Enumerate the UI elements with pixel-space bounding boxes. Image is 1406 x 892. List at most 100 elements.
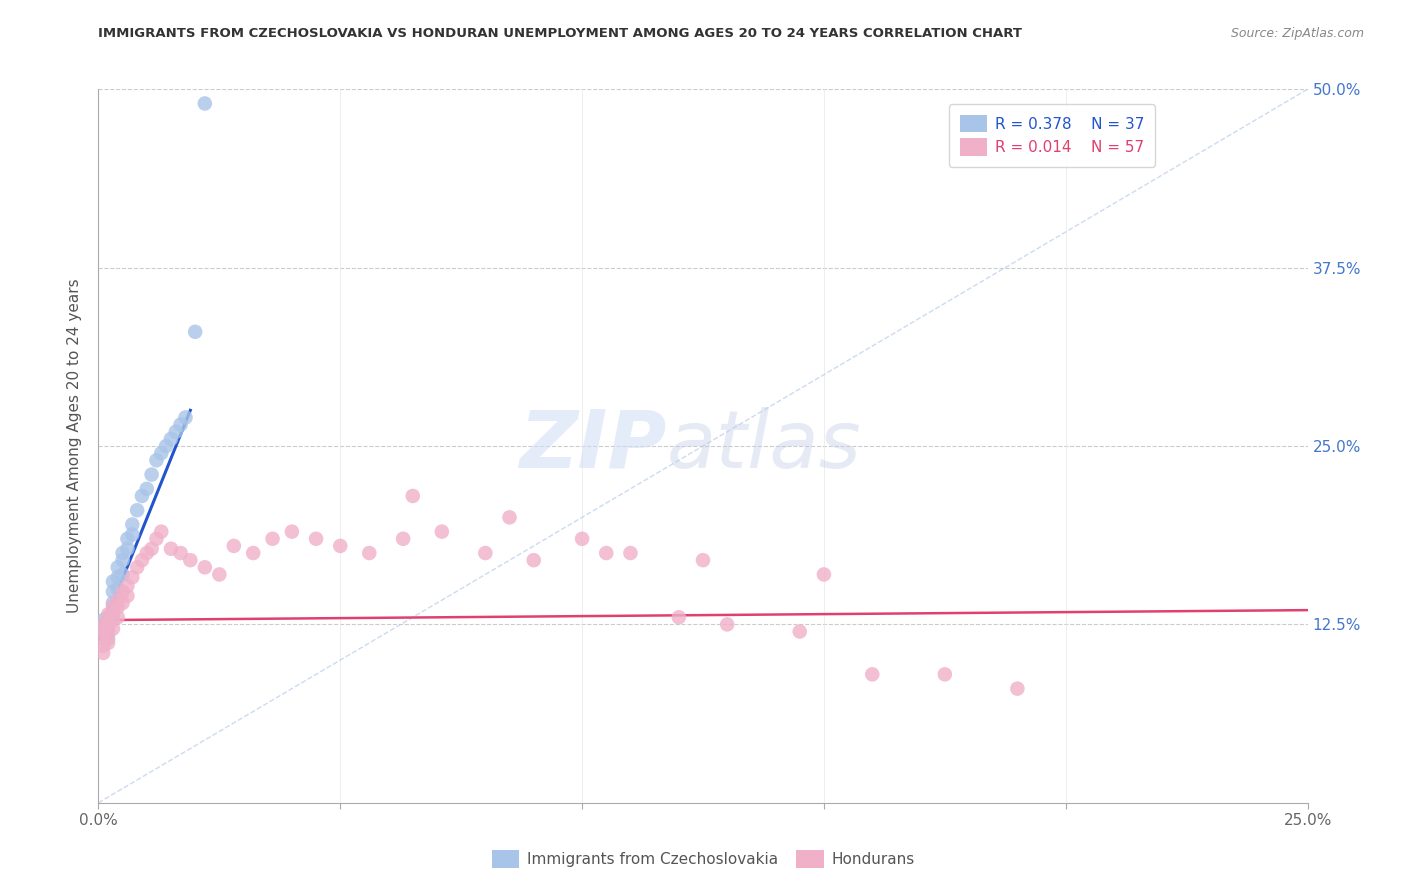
Point (101, 599, 124, 613)
Point (97, 636, 120, 650)
Point (121, 527, 143, 541)
Point (127, 560, 149, 574)
Point (668, 610, 690, 624)
Point (692, 553, 714, 567)
Point (121, 570, 143, 584)
Point (194, 96, 217, 111)
Point (281, 524, 304, 539)
Point (117, 532, 139, 546)
Point (97, 619, 120, 633)
Point (107, 560, 129, 574)
Point (97, 613, 120, 627)
Point (107, 610, 129, 624)
Point (97, 607, 120, 622)
Point (131, 553, 153, 567)
Point (101, 606, 124, 620)
Point (97, 615, 120, 629)
Point (813, 567, 835, 582)
Point (97, 627, 120, 641)
Point (169, 417, 191, 432)
Legend: Immigrants from Czechoslovakia, Hondurans: Immigrants from Czechoslovakia, Honduran… (485, 844, 921, 873)
Point (97, 632, 120, 646)
Point (111, 567, 134, 582)
Point (121, 517, 143, 532)
Point (117, 579, 139, 593)
Point (242, 546, 264, 560)
Point (789, 624, 811, 639)
Point (101, 596, 124, 610)
Text: atlas: atlas (666, 407, 862, 485)
Point (392, 532, 415, 546)
Point (160, 541, 183, 556)
Point (117, 541, 139, 556)
Text: IMMIGRANTS FROM CZECHOSLOVAKIA VS HONDURAN UNEMPLOYMENT AMONG AGES 20 TO 24 YEAR: IMMIGRANTS FROM CZECHOSLOVAKIA VS HONDUR… (98, 27, 1022, 40)
Point (101, 622, 124, 636)
Point (135, 482, 157, 496)
Point (402, 489, 425, 503)
Point (101, 574, 124, 589)
Point (160, 432, 183, 446)
Point (145, 453, 167, 467)
Point (107, 570, 129, 584)
Point (329, 539, 352, 553)
Point (97, 624, 120, 639)
Point (111, 553, 134, 567)
Point (91, 617, 114, 632)
Point (179, 553, 201, 567)
Point (208, 567, 231, 582)
Point (262, 532, 284, 546)
Point (101, 603, 124, 617)
Point (117, 589, 139, 603)
Point (91, 639, 114, 653)
Point (716, 617, 738, 632)
Point (150, 524, 173, 539)
Point (131, 489, 153, 503)
Point (91, 627, 114, 641)
Point (111, 596, 134, 610)
Point (91, 632, 114, 646)
Point (91, 646, 114, 660)
Point (359, 546, 381, 560)
Point (155, 439, 177, 453)
Point (150, 446, 173, 460)
Point (91, 613, 114, 627)
Y-axis label: Unemployment Among Ages 20 to 24 years: Unemployment Among Ages 20 to 24 years (67, 278, 83, 614)
Point (127, 503, 149, 517)
Point (184, 325, 207, 339)
Point (91, 624, 114, 639)
Point (194, 560, 217, 574)
Point (430, 524, 453, 539)
Point (474, 546, 496, 560)
Point (111, 584, 134, 599)
Point (141, 467, 163, 482)
Point (165, 425, 187, 439)
Point (571, 532, 593, 546)
Point (222, 539, 245, 553)
Point (97, 610, 120, 624)
Point (101, 584, 124, 599)
Point (141, 541, 163, 556)
Point (174, 410, 197, 425)
Point (305, 532, 328, 546)
Point (97, 619, 120, 633)
Point (498, 510, 520, 524)
Point (107, 582, 129, 596)
Point (145, 532, 167, 546)
Point (107, 593, 129, 607)
Point (934, 667, 956, 681)
Point (107, 600, 129, 615)
Point (595, 546, 617, 560)
Text: ZIP: ZIP (519, 407, 666, 485)
Point (619, 546, 641, 560)
Point (135, 546, 157, 560)
Point (169, 546, 191, 560)
Point (1007, 681, 1029, 696)
Point (101, 607, 124, 622)
Point (523, 553, 546, 567)
Point (91, 622, 114, 636)
Text: Source: ZipAtlas.com: Source: ZipAtlas.com (1230, 27, 1364, 40)
Point (101, 613, 124, 627)
Point (860, 667, 883, 681)
Point (91, 617, 114, 632)
Point (111, 546, 134, 560)
